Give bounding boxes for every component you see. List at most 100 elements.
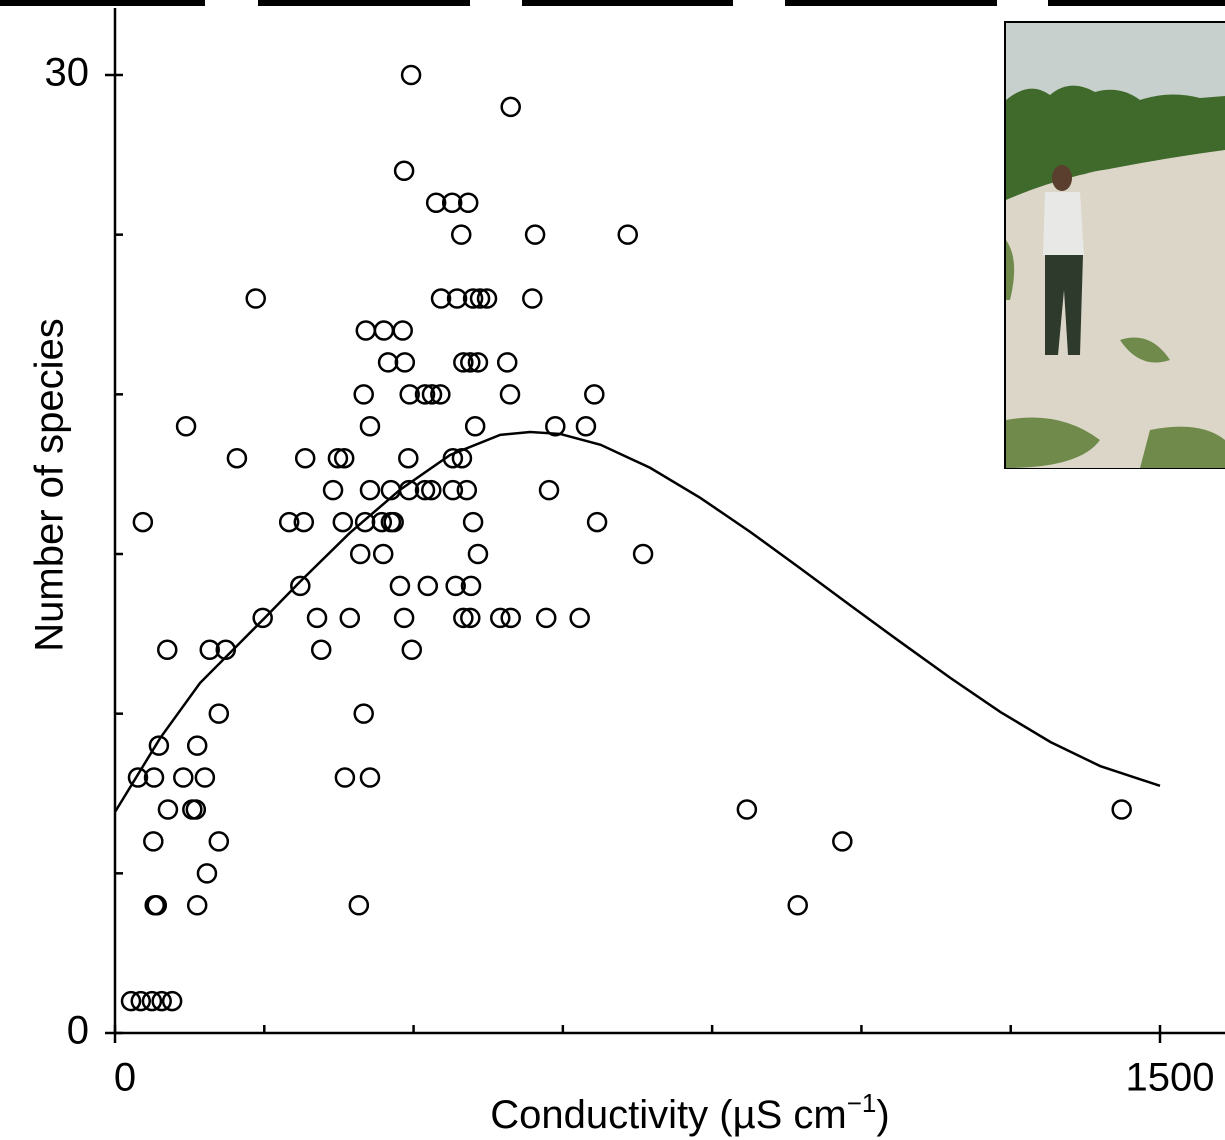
data-point [349, 543, 371, 565]
data-point [430, 288, 452, 309]
data-point [467, 352, 489, 373]
data-point [157, 799, 179, 820]
data-point [499, 384, 521, 405]
data-point [394, 352, 416, 373]
data-point [632, 543, 654, 565]
data-point [617, 224, 638, 245]
data-point [322, 479, 344, 501]
photo-inset [1004, 21, 1225, 469]
data-point [186, 735, 208, 756]
data-point [146, 895, 168, 916]
data-point [401, 639, 423, 661]
data-point [359, 479, 381, 501]
data-point [453, 352, 474, 373]
photo-head [1052, 165, 1072, 191]
data-point [175, 416, 197, 437]
data-point [293, 511, 315, 533]
data-point [522, 288, 543, 309]
photo-trousers [1045, 255, 1083, 355]
data-point [500, 607, 521, 629]
data-point [832, 831, 853, 852]
data-point [157, 639, 178, 661]
data-point [130, 990, 152, 1012]
data-point [535, 607, 557, 629]
data-point [143, 767, 165, 788]
data-point [294, 447, 316, 469]
photo-sky [1006, 23, 1225, 103]
data-point [127, 767, 149, 788]
data-point [371, 511, 393, 533]
data-point [143, 831, 164, 852]
data-point [353, 384, 374, 405]
data-point [456, 479, 478, 501]
x-axis-label: Conductivity (µS cm−1) [490, 1088, 889, 1137]
border-segment [522, 0, 733, 6]
data-point [332, 511, 354, 533]
data-point [500, 96, 521, 118]
data-point [208, 703, 230, 724]
data-point [584, 384, 605, 405]
data-point [469, 288, 491, 309]
data-point [196, 863, 218, 884]
photo-shirt [1043, 192, 1084, 255]
x-axis-label-text: Conductivity (µS cm [490, 1093, 846, 1137]
data-point [1111, 799, 1132, 820]
data-point [354, 511, 376, 533]
data-point [141, 990, 163, 1012]
data-point [348, 895, 370, 916]
data-point [393, 607, 415, 629]
data-point [393, 160, 415, 182]
data-point [327, 447, 349, 469]
data-point [359, 416, 381, 437]
data-point [441, 192, 463, 213]
y-tick-label: 30 [45, 51, 90, 95]
data-point [460, 575, 482, 597]
data-point [421, 479, 442, 501]
data-point [245, 288, 266, 309]
data-point [421, 384, 443, 405]
data-point [462, 511, 484, 533]
data-point [185, 799, 207, 820]
data-point [445, 575, 466, 597]
data-point [199, 639, 220, 661]
data-point [252, 607, 273, 629]
data-point [414, 384, 436, 405]
data-point [377, 352, 399, 373]
x-axis-label-close: ) [876, 1093, 889, 1137]
x-tick-label: 1500 [1126, 1056, 1215, 1100]
photo-grass [1006, 240, 1225, 468]
data-point [569, 607, 590, 629]
data-point [414, 479, 436, 501]
data-point [389, 575, 411, 597]
data-point [417, 575, 439, 597]
data-point [490, 607, 511, 629]
x-axis-label-exponent: −1 [847, 1088, 877, 1118]
data-point [353, 703, 374, 724]
data-point [148, 735, 170, 756]
border-segment [0, 0, 205, 6]
data-point [334, 767, 356, 788]
data-point [524, 224, 546, 245]
data-point [355, 320, 377, 341]
data-point [464, 416, 486, 437]
data-point [462, 288, 484, 309]
data-point [460, 607, 481, 629]
data-point [496, 352, 518, 373]
data-point [372, 543, 394, 565]
border-segment [258, 0, 470, 6]
data-point [120, 990, 142, 1012]
data-point [450, 224, 472, 245]
top-border [0, 0, 1225, 6]
data-point [457, 192, 479, 213]
data-point [226, 447, 248, 469]
data-point [430, 384, 451, 405]
data-point [383, 511, 404, 533]
data-point [545, 416, 566, 437]
data-point [446, 288, 468, 309]
data-point [208, 831, 230, 852]
data-point [339, 607, 361, 629]
data-point [586, 511, 608, 533]
data-point [460, 352, 481, 373]
